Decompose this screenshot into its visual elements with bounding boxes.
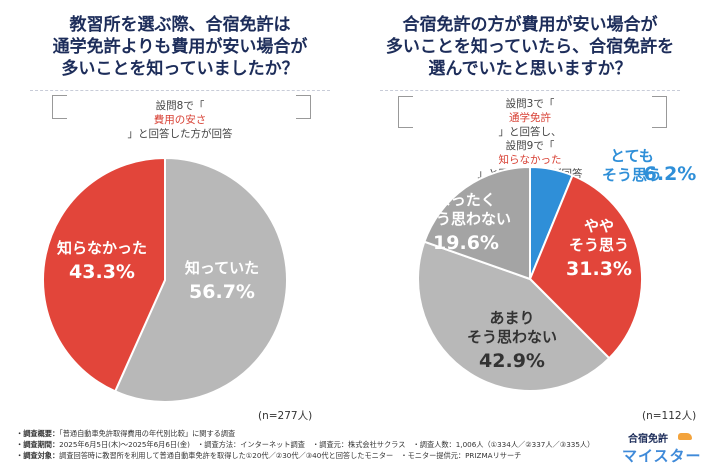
note-bracket-left	[398, 96, 413, 128]
footnote-row: ・調査対象：調査回答時に教習所を利用して普通自動車免許を取得した①20代／②30…	[16, 451, 522, 460]
note-line: 設問8で「 費用の安さ 」と回答した方が回答	[127, 100, 233, 140]
slice-category-label: 知っていた	[185, 259, 259, 277]
right-pie-chart: とてもそう思う6.2%ややそう思う31.3%あまりそう思わない42.9%まったく…	[417, 147, 696, 392]
slice-category-label: まったく	[436, 191, 495, 209]
slice-value-label: 6.2%	[644, 163, 697, 185]
slice-value-label: 43.3%	[69, 261, 135, 283]
car-icon	[678, 433, 692, 440]
title-line: 選んでいたと思いますか？	[428, 59, 632, 79]
left-question-title: 教習所を選ぶ際、合宿免許は 通学免許よりも費用が安い場合が 多いことを知っていま…	[30, 14, 330, 80]
slice-label: 知っていた 56.7%	[185, 259, 259, 303]
pie-slice	[417, 240, 611, 392]
brand-logo: 合宿免許 マイスター	[616, 428, 702, 468]
left-sample-size: (n=277人)	[258, 410, 313, 422]
slice-value-label: 31.3%	[566, 258, 632, 280]
pie-slice	[528, 174, 644, 360]
slice-category-label: そう思わない	[467, 328, 557, 346]
slice-label: 知らなかった 43.3%	[57, 239, 147, 283]
pie-slice	[113, 156, 288, 403]
slice-category-label: やや	[584, 217, 614, 235]
footnote-row: ・調査期間：2025年6月5日(木)〜2025年6月6日(金) ・調査方法：イン…	[16, 440, 595, 449]
note-bracket-right	[652, 96, 667, 128]
title-line: 多いことを知っていたら、合宿免許を	[385, 37, 675, 57]
footnote-row: ・調査概要：「普通自動車免許取得費用の年代別比較」に関する調査	[16, 429, 236, 438]
slice-category-label: そう思う	[602, 166, 662, 184]
slice-category-label: そう思う	[569, 236, 629, 254]
slice-category-label: あまり	[489, 309, 534, 327]
right-sample-size: (n=112人)	[642, 410, 697, 422]
logo-line-2: マイスター	[622, 447, 702, 465]
logo-line-1: 合宿免許	[628, 434, 668, 445]
title-divider	[30, 90, 330, 91]
slice-value-label: 19.6%	[433, 232, 499, 254]
title-line: 通学免許よりも費用が安い場合が	[52, 37, 308, 57]
left-respondent-note: 設問8で「 費用の安さ 」と回答した方が回答	[30, 99, 330, 141]
pie-slice	[423, 165, 531, 281]
title-divider	[380, 90, 680, 91]
slice-category-label: 知らなかった	[57, 239, 147, 257]
slice-value-label: 42.9%	[479, 350, 545, 372]
left-pie-chart: 知っていた 56.7% 知らなかった 43.3%	[42, 156, 288, 403]
pie-slice	[42, 156, 166, 393]
slice-category-label: とても	[610, 147, 654, 165]
note-bracket-left	[52, 95, 67, 119]
survey-footnote: ・調査概要：「普通自動車免許取得費用の年代別比較」に関する調査 ・調査期間：20…	[16, 428, 606, 461]
slice-value-label: 56.7%	[189, 281, 255, 303]
note-bracket-right	[296, 95, 311, 119]
right-question-title: 合宿免許の方が費用が安い場合が 多いことを知っていたら、合宿免許を 選んでいたと…	[380, 14, 680, 80]
note-line: 設問3で「 通学免許 」と回答し、	[498, 98, 562, 138]
title-line: 多いことを知っていましたか？	[61, 59, 299, 79]
title-line: 教習所を選ぶ際、合宿免許は	[69, 15, 291, 35]
slice-category-label: そう思わない	[421, 210, 511, 228]
title-line: 合宿免許の方が費用が安い場合が	[402, 15, 658, 35]
